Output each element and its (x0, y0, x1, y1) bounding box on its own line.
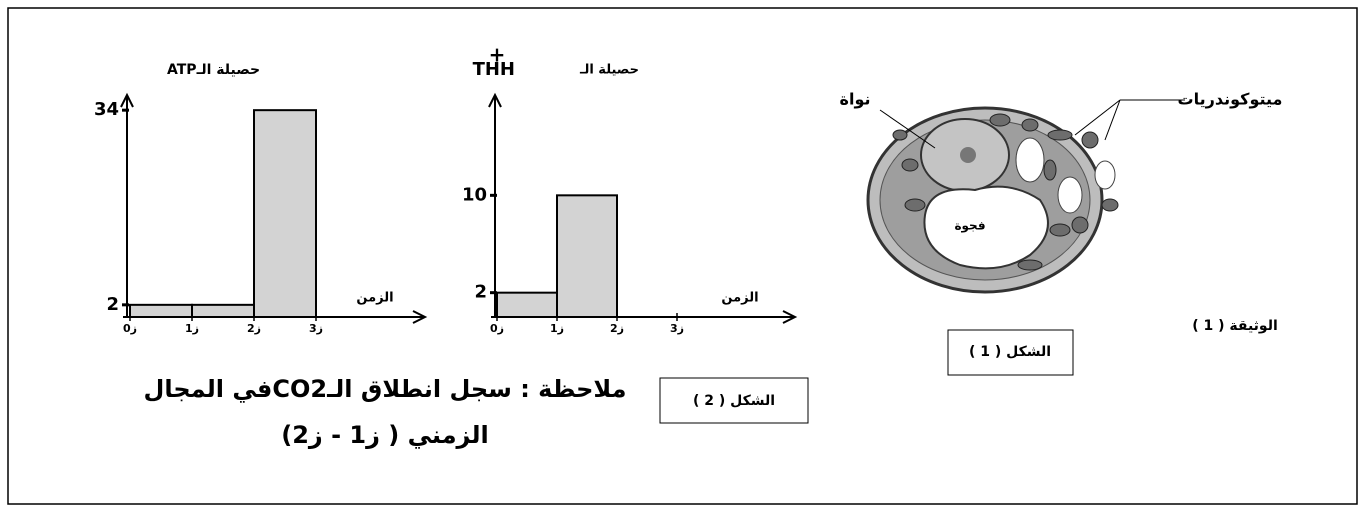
x-tick-label: ز3 (309, 322, 323, 335)
note: ملاحظة : سجل انطلاق الـCO2في المجال (144, 375, 627, 403)
arrow (488, 92, 502, 108)
bar (556, 194, 618, 318)
mitochondria-label: ميتوكوندريات (1178, 90, 1283, 109)
arrow (782, 310, 798, 324)
x-tick-label: ز2 (610, 322, 624, 335)
y-tick-label: 34 (94, 99, 119, 120)
bar (191, 303, 255, 319)
y-tick-label: 2 (474, 282, 487, 303)
bar (129, 303, 193, 319)
cell-drawing (866, 106, 1119, 294)
figure2-caption: الشكل ( 2 ) (693, 393, 775, 409)
caption-box (659, 377, 809, 424)
frame (7, 7, 1358, 505)
x-tick-label: ز1 (185, 322, 199, 335)
x-axis-label: الزمن (721, 291, 758, 306)
y-axis-label: + (489, 43, 506, 67)
document-label: الوثيقة ( 1 ) (1192, 318, 1278, 334)
pointer (1074, 99, 1121, 136)
note: الزمني ( ز1 - ز2) (281, 421, 488, 449)
x-tick-label: ز0 (490, 322, 504, 335)
y-axis-label: حصيلة الـ (579, 63, 639, 78)
arrow (120, 92, 134, 108)
y-tick-label: 10 (462, 184, 487, 205)
vacuole-label: فجوة (954, 219, 985, 234)
x-tick-label: ز3 (670, 322, 684, 335)
bar (496, 291, 558, 318)
caption-box (947, 329, 1074, 376)
arrow (412, 310, 428, 324)
pointer (1104, 99, 1121, 141)
x-tick-label: ز1 (550, 322, 564, 335)
figure1-caption: الشكل ( 1 ) (969, 344, 1051, 360)
y-axis-label: حصيلة الـATP (167, 62, 260, 78)
nucleus-label: نواة (840, 90, 871, 109)
bar (253, 109, 317, 318)
x-tick-label: ز0 (123, 322, 137, 335)
pointer (879, 109, 936, 149)
x-axis-label: الزمن (356, 291, 393, 306)
y-tick-label: 2 (106, 294, 119, 315)
x-tick-label: ز2 (247, 322, 261, 335)
y-axis-label: THH (473, 59, 515, 80)
